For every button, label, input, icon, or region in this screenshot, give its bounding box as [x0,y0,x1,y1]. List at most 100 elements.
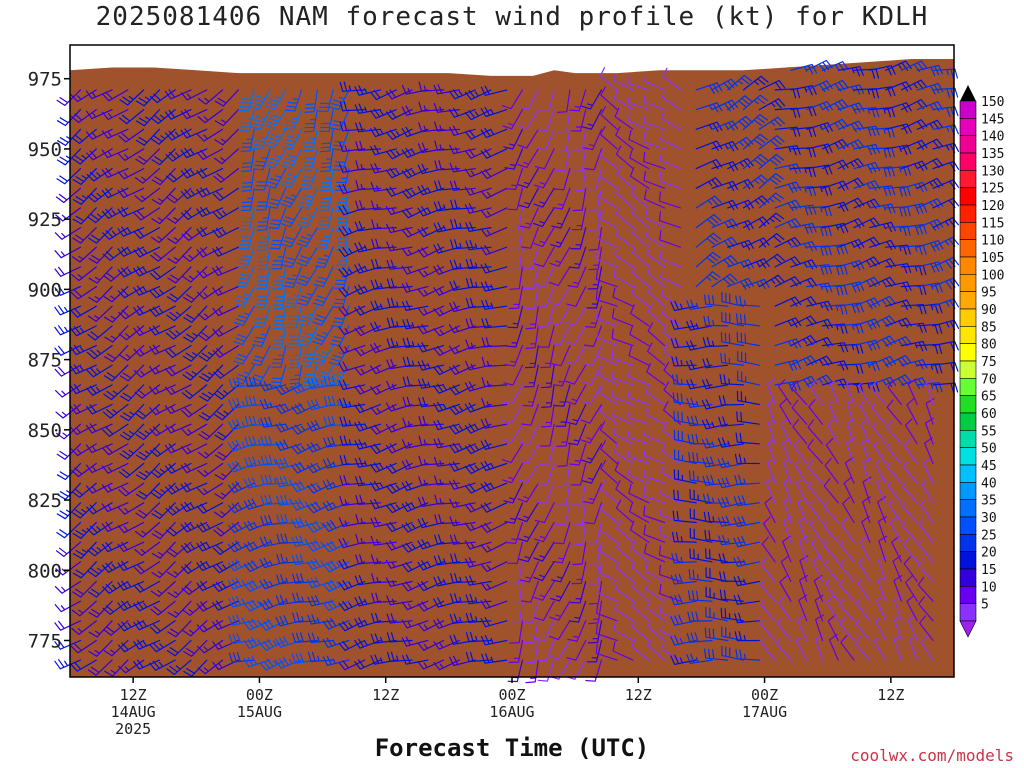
wind-barb [433,419,460,431]
wind-barb [774,338,802,349]
wind-barb [521,227,539,249]
wind-barb [417,560,445,571]
wind-barb [596,603,618,622]
wind-barb [133,246,161,258]
wind-barb [298,325,318,347]
wind-barb [647,286,666,307]
wind-barb [670,635,697,646]
colorbar-swatch [959,430,977,448]
wind-barb [569,89,587,112]
colorbar-label: 150 [981,95,1004,110]
wind-barb [120,403,145,422]
wind-barb [613,249,634,268]
wind-barb [275,476,303,488]
wind-barb [354,402,382,414]
wind-barb [270,364,287,387]
wind-barb [581,89,603,110]
wind-barb [781,439,792,465]
wind-barb [87,187,113,203]
wind-barb [86,168,113,182]
wind-barb [843,476,855,504]
wind-barb [180,128,208,139]
wind-barb [212,345,239,358]
wind-barb [355,200,382,211]
wind-barb [253,305,271,328]
wind-barb [182,246,208,262]
wind-barb [733,594,760,605]
colorbar-label: 45 [981,459,997,474]
wind-barb [101,561,129,573]
wind-barb [480,168,508,180]
wind-barb [181,561,208,574]
wind-barb [525,659,539,684]
wind-barb [612,74,634,91]
wind-barb [449,423,476,435]
wind-barb [540,423,555,447]
wind-barb [133,325,161,336]
wind-barb [672,392,697,406]
wind-barb [354,457,382,468]
wind-barb [629,502,650,524]
wind-barb [275,457,303,469]
wind-barb [88,286,113,303]
wind-barb [721,291,745,307]
wind-barb [885,263,912,274]
wind-barb [774,181,802,193]
wind-barb [275,615,303,627]
wind-barb [385,521,413,533]
wind-barb [259,658,287,671]
wind-barb [180,482,208,493]
wind-barb [611,348,634,366]
wind-barb [338,205,366,216]
wind-barb [821,138,849,150]
wind-barb [465,258,492,270]
wind-barb [260,474,287,485]
wind-barb [794,460,808,484]
wind-barb [688,470,713,484]
wind-barb [481,299,508,310]
wind-barb [214,462,239,481]
wind-barb [287,325,303,349]
wind-barb [643,543,666,563]
wind-barb [598,524,618,543]
wind-barb [736,411,760,425]
wind-barb [924,417,934,445]
wind-barb [57,482,82,500]
wind-barb [689,527,713,543]
wind-barb [180,109,208,120]
wind-barb [464,443,492,455]
wind-barb [385,186,413,197]
wind-barb [790,259,818,270]
wind-barb [567,620,587,642]
wind-barb [464,540,492,550]
source-credit-link[interactable]: coolwx.com/models [850,746,1014,765]
wind-barb [917,557,934,583]
wind-barb [433,364,460,376]
wind-barb [838,580,855,602]
wind-barb [549,266,571,287]
wind-barb [330,109,350,131]
wind-barb [783,478,792,504]
wind-barb [104,325,129,343]
wind-barb [917,576,934,602]
wind-barb [853,180,881,191]
wind-barb [291,423,318,435]
wind-barb [339,475,366,486]
wind-barb [402,318,429,330]
wind-barb [885,355,912,367]
wind-barb [319,109,334,133]
wind-barb [244,456,271,468]
wind-barb [839,615,855,642]
wind-barb [557,89,571,113]
wind-barb [807,481,824,504]
wind-barb [549,286,571,306]
wind-barb [256,246,271,271]
wind-barb [387,297,413,308]
wind-barb [212,580,239,592]
wind-barb [629,325,650,347]
wind-barb [556,423,571,447]
wind-barb [596,331,618,347]
wind-barb [795,479,808,504]
wind-barb [660,625,681,642]
wind-barb [517,128,539,149]
